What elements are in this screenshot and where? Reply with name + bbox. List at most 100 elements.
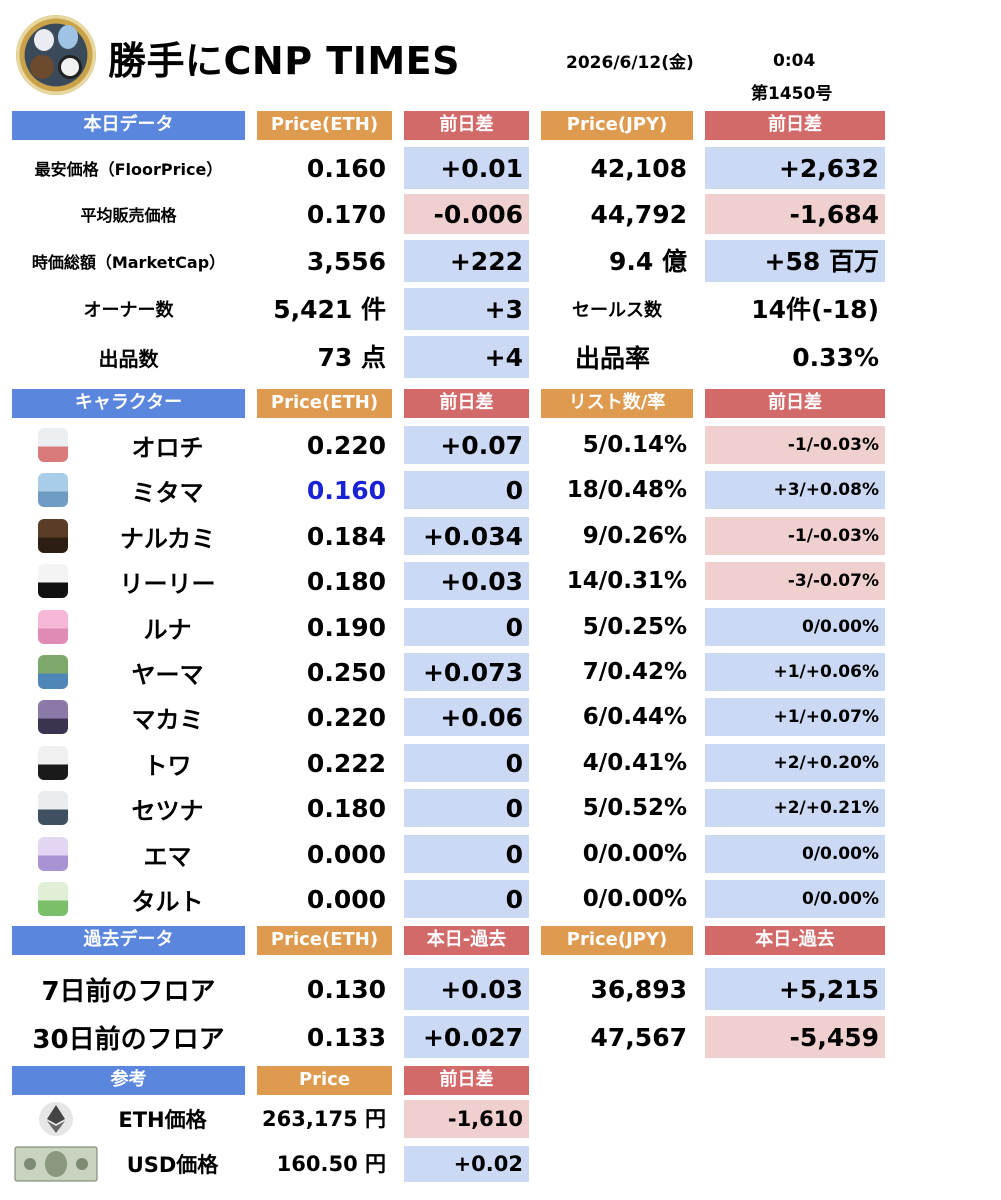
past-header-jpy-diff: 本日-過去 [705,926,885,955]
issue-date: 2026/6/12(金) [566,53,694,73]
character-list-diff: +2/+0.20% [705,744,885,782]
character-name: トワ [143,751,192,780]
avg-price-jpy-diff: -1,684 [705,194,885,234]
character-name: タルト [131,887,204,916]
character-list-diff: +1/+0.06% [705,653,885,691]
towa-icon [38,746,68,780]
ref-header-label: 参考 [12,1066,245,1095]
char-header-price: Price(ETH) [257,389,392,418]
character-list-diff: +1/+0.07% [705,698,885,736]
character-price: 0.000 [306,839,386,869]
issue-time: 0:04 [773,51,816,71]
sales-value: 14件(-18) [751,294,879,324]
setsuna-icon [38,791,68,825]
character-list-rate: 9/0.26% [582,522,687,549]
listings-diff: +4 [404,336,529,378]
yama-icon [38,655,68,689]
character-price: 0.220 [306,430,386,460]
char-header-label: キャラクター [12,389,245,418]
floor-price-eth-diff: +0.01 [404,147,529,189]
character-list-diff: 0/0.00% [705,835,885,873]
floor-price-jpy-diff: +2,632 [705,147,885,189]
character-price: 0.180 [306,566,386,596]
floor-price-label: 最安価格（FloorPrice） [34,160,223,179]
character-price: 0.190 [306,612,386,642]
orochi-icon [38,428,68,462]
usd-price-label: USD価格 [126,1153,219,1177]
market-cap-label: 時価総額（MarketCap） [31,253,226,272]
character-price-diff: +0.034 [404,517,529,555]
character-price-diff: 0 [404,744,529,782]
past-header-eth: Price(ETH) [257,926,392,955]
ref-header-diff: 前日差 [404,1066,529,1095]
owners-value: 5,421 件 [273,294,386,324]
character-name: セツナ [131,796,204,825]
character-price-diff: 0 [404,608,529,646]
avg-price-eth-diff: -0.006 [404,194,529,234]
luna-icon [38,610,68,644]
past-header-jpy: Price(JPY) [541,926,693,955]
past-30d-jpy: 47,567 [590,1022,687,1052]
listings-value: 73 点 [317,342,387,372]
character-list-diff: +3/+0.08% [705,471,885,509]
character-name: マカミ [131,705,204,734]
listing-rate-label: 出品率 [575,344,651,373]
past-30d-label: 30日前のフロア [32,1024,225,1055]
char-header-diff: 前日差 [404,389,529,418]
floor-price-jpy: 42,108 [590,153,687,183]
market-cap-eth: 3,556 [306,246,386,276]
past-30d-eth: 0.133 [306,1022,386,1052]
market-cap-eth-diff: +222 [404,240,529,282]
today-header-eth-diff: 前日差 [404,111,529,140]
character-list-rate: 5/0.52% [582,794,687,821]
character-price: 0.184 [306,521,386,551]
character-price-diff: 0 [404,835,529,873]
past-header-eth-diff: 本日-過去 [404,926,529,955]
character-list-diff: -1/-0.03% [705,517,885,555]
character-list-rate: 5/0.14% [582,431,687,458]
character-list-diff: 0/0.00% [705,880,885,918]
avg-price-eth: 0.170 [306,199,386,229]
ethereum-icon [38,1100,74,1138]
avg-price-label: 平均販売価格 [80,206,177,225]
character-price: 0.250 [306,657,386,687]
character-list-diff: +2/+0.21% [705,789,885,827]
eth-price-diff: -1,610 [404,1100,529,1138]
past-7d-label: 7日前のフロア [41,976,216,1007]
listing-rate-value: 0.33% [792,342,879,372]
today-header-jpy: Price(JPY) [541,111,693,140]
past-7d-eth: 0.130 [306,974,386,1004]
usd-price-value: 160.50 円 [276,1151,386,1176]
market-cap-jpy: 9.4 億 [609,246,687,276]
issue-number: 第1450号 [751,84,833,104]
past-header-label: 過去データ [12,926,245,955]
character-price: 0.180 [306,793,386,823]
character-price-diff: 0 [404,789,529,827]
char-header-list-diff: 前日差 [705,389,885,418]
owners-label: オーナー数 [83,300,174,321]
character-name: エマ [143,842,192,871]
dollar-bill-icon [14,1146,98,1182]
character-price: 0.220 [306,702,386,732]
today-header-jpy-diff: 前日差 [705,111,885,140]
listings-label: 出品数 [98,346,159,371]
past-30d-jpy-diff: -5,459 [705,1016,885,1058]
character-list-rate: 0/0.00% [582,885,687,912]
character-name: リーリー [119,569,216,598]
ref-header-price: Price [257,1066,392,1095]
character-price-diff: +0.073 [404,653,529,691]
floor-price-eth: 0.160 [306,153,386,183]
character-name: ミタマ [131,478,204,507]
sales-label: セールス数 [572,300,662,321]
character-price-diff: +0.06 [404,698,529,736]
character-list-rate: 7/0.42% [582,658,687,685]
character-list-diff: -1/-0.03% [705,426,885,464]
narukami-icon [38,519,68,553]
usd-price-diff: +0.02 [404,1146,529,1182]
character-name: オロチ [131,433,204,462]
past-7d-eth-diff: +0.03 [404,968,529,1010]
character-list-rate: 14/0.31% [566,567,687,594]
char-header-list: リスト数/率 [541,389,693,418]
past-7d-jpy: 36,893 [590,974,687,1004]
past-30d-eth-diff: +0.027 [404,1016,529,1058]
